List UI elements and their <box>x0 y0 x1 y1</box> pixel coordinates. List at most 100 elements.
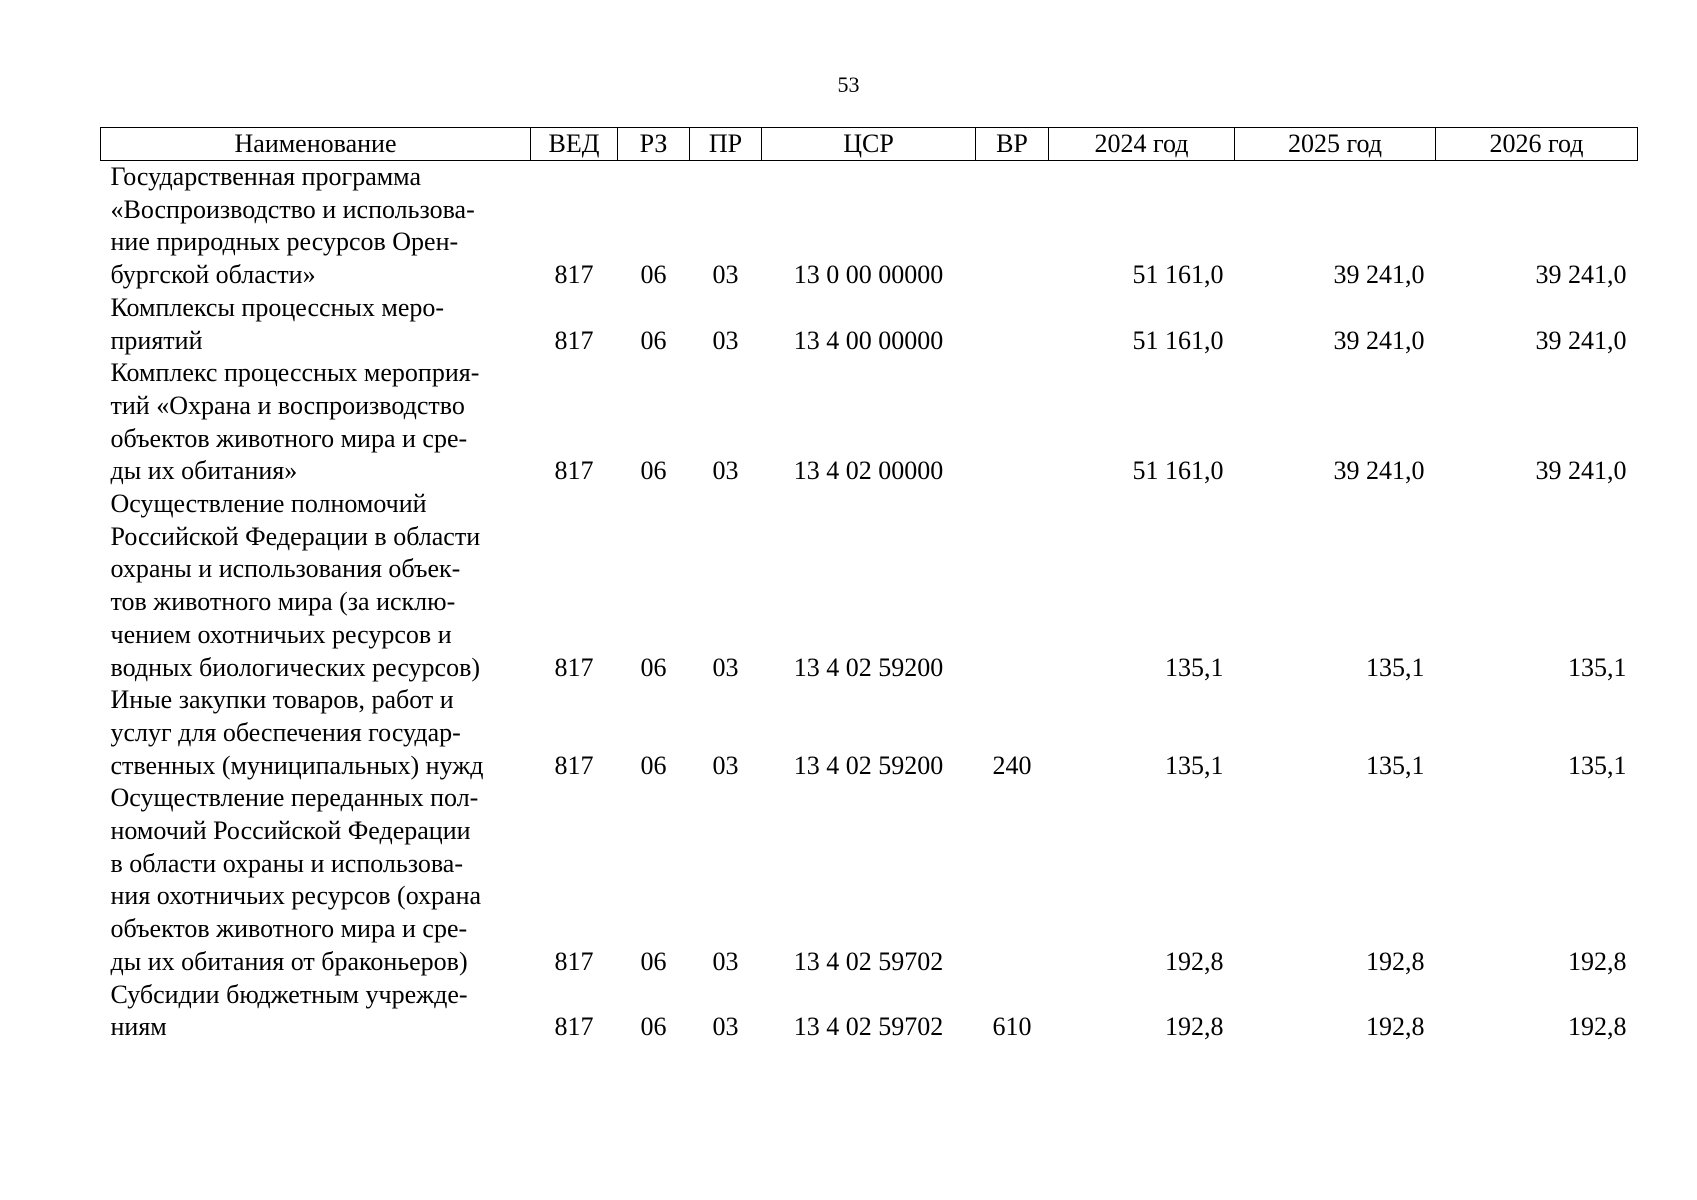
cell-2026: 39 241,0 <box>1535 456 1627 486</box>
table-row: Иные закупки товаров, работ и услуг для о… <box>101 684 1638 782</box>
cell-2025: 135,1 <box>1366 652 1425 682</box>
cell-name-line: ственных (муниципальных) нужд <box>110 750 484 780</box>
cell-2024: 135,1 <box>1165 652 1224 682</box>
cell-2025: 135,1 <box>1366 750 1425 780</box>
cell-ved: 817 <box>554 456 594 486</box>
cell-vr <box>976 357 1049 488</box>
cell-2026: 39 241,0 <box>1535 325 1627 355</box>
cell-vr <box>976 292 1049 357</box>
table-row: Субсидии бюджетным учрежде-ниям 817 06 03 13… <box>101 979 1638 1044</box>
cell-name-line: услуг для обеспечения государ- <box>110 717 461 747</box>
cell-2025: 39 241,0 <box>1333 456 1425 486</box>
cell-ved: 817 <box>554 325 594 355</box>
cell-csr: 13 4 02 59702 <box>793 1012 944 1042</box>
cell-name-line: приятий <box>110 325 203 355</box>
cell-name-line: тий «Охрана и воспроизводство <box>110 390 465 420</box>
cell-2024: 192,8 <box>1165 1012 1224 1042</box>
cell-name: Осуществление полномочий Российской Федер… <box>101 488 531 684</box>
cell-pr: 03 <box>712 946 739 976</box>
cell-pr: 03 <box>712 1012 739 1042</box>
cell-vr <box>976 161 1049 292</box>
cell-2026: 135,1 <box>1568 652 1627 682</box>
cell-pr: 03 <box>712 325 739 355</box>
cell-pr: 03 <box>712 456 739 486</box>
cell-csr: 13 4 02 59200 <box>793 652 944 682</box>
cell-name-line: бургской области» <box>110 260 316 290</box>
cell-vr: 610 <box>992 1012 1032 1042</box>
cell-name: Субсидии бюджетным учрежде-ниям <box>101 979 531 1044</box>
cell-name-line: ды их обитания» <box>110 456 298 486</box>
cell-name-line: ние природных ресурсов Орен- <box>110 227 459 257</box>
table-header-row: Наименование ВЕД РЗ ПР ЦСР ВР 2024 год 2… <box>100 127 1638 161</box>
cell-2024: 51 161,0 <box>1132 325 1224 355</box>
header-csr: ЦСР <box>761 127 976 161</box>
cell-vr <box>976 488 1049 684</box>
cell-name: Государственная программа «Воспроизводств… <box>101 161 531 292</box>
header-pr: ПР <box>689 127 762 161</box>
cell-name-line: в области охраны и использова- <box>110 848 464 878</box>
cell-name-line: ниям <box>110 1012 167 1042</box>
header-name: Наименование <box>100 127 531 161</box>
cell-name-line: Российской Федерации в области <box>110 521 481 551</box>
cell-name-line: Осуществление полномочий <box>110 489 427 519</box>
cell-name-line: номочий Российской Федерации <box>110 816 471 846</box>
cell-2024: 192,8 <box>1165 946 1224 976</box>
cell-csr: 13 4 02 59702 <box>793 946 944 976</box>
header-2025: 2025 год <box>1234 127 1436 161</box>
budget-table: Наименование ВЕД РЗ ПР ЦСР ВР 2024 год 2… <box>100 127 1638 1044</box>
cell-ved: 817 <box>554 1012 594 1042</box>
cell-name-line: ния охотничьих ресурсов (охрана <box>110 881 482 911</box>
cell-name: Иные закупки товаров, работ и услуг для о… <box>101 684 531 782</box>
cell-name-line: Осуществление переданных пол- <box>110 783 479 813</box>
cell-2024: 135,1 <box>1165 750 1224 780</box>
cell-name-line: водных биологических ресурсов) <box>110 652 481 682</box>
cell-rz: 06 <box>640 325 667 355</box>
cell-2024: 51 161,0 <box>1132 456 1224 486</box>
page-number: 53 <box>837 72 860 97</box>
cell-name-line: Комплекс процессных мероприя- <box>110 358 480 388</box>
cell-name: Комплекс процессных мероприя-тий «Охрана… <box>101 357 531 488</box>
cell-name: Комплексы процессных меро-приятий <box>101 292 531 357</box>
cell-name-line: охраны и использования объек- <box>110 554 461 584</box>
cell-name-line: Субсидии бюджетным учрежде- <box>110 979 468 1009</box>
header-2026: 2026 год <box>1435 127 1638 161</box>
header-rz: РЗ <box>617 127 690 161</box>
table-row: Комплекс процессных мероприя-тий «Охрана… <box>101 357 1638 488</box>
cell-name-line: Иные закупки товаров, работ и <box>110 685 454 715</box>
cell-name-line: объектов животного мира и сре- <box>110 423 468 453</box>
cell-rz: 06 <box>640 946 667 976</box>
cell-name-line: тов животного мира (за исклю- <box>110 587 456 617</box>
cell-name-line: чением охотничьих ресурсов и <box>110 619 452 649</box>
cell-2026: 39 241,0 <box>1535 260 1627 290</box>
cell-csr: 13 0 00 00000 <box>793 260 944 290</box>
cell-rz: 06 <box>640 750 667 780</box>
cell-2026: 135,1 <box>1568 750 1627 780</box>
cell-2024: 51 161,0 <box>1132 260 1224 290</box>
cell-2025: 39 241,0 <box>1333 260 1425 290</box>
cell-pr: 03 <box>712 652 739 682</box>
table-row: Осуществление переданных пол-номочий Рос… <box>101 782 1638 978</box>
table-row: Государственная программа «Воспроизводств… <box>101 161 1638 292</box>
cell-rz: 06 <box>640 1012 667 1042</box>
table-row: Комплексы процессных меро-приятий 817 06 03… <box>101 292 1638 357</box>
cell-2026: 192,8 <box>1568 946 1627 976</box>
cell-ved: 817 <box>554 750 594 780</box>
header-vr: ВР <box>975 127 1049 161</box>
cell-rz: 06 <box>640 652 667 682</box>
cell-ved: 817 <box>554 946 594 976</box>
cell-ved: 817 <box>554 260 594 290</box>
cell-csr: 13 4 00 00000 <box>793 325 944 355</box>
cell-pr: 03 <box>712 750 739 780</box>
table-body: Государственная программа «Воспроизводств… <box>101 161 1638 1044</box>
cell-pr: 03 <box>712 260 739 290</box>
cell-rz: 06 <box>640 456 667 486</box>
cell-name-line: Комплексы процессных меро- <box>110 292 445 322</box>
cell-2025: 192,8 <box>1366 946 1425 976</box>
cell-csr: 13 4 02 59200 <box>793 750 944 780</box>
cell-name-line: Государственная программа <box>110 162 422 191</box>
cell-csr: 13 4 02 00000 <box>793 456 944 486</box>
cell-2026: 192,8 <box>1568 1012 1627 1042</box>
cell-name-line: «Воспроизводство и использова- <box>110 194 475 224</box>
header-2024: 2024 год <box>1048 127 1235 161</box>
cell-vr <box>976 782 1049 978</box>
